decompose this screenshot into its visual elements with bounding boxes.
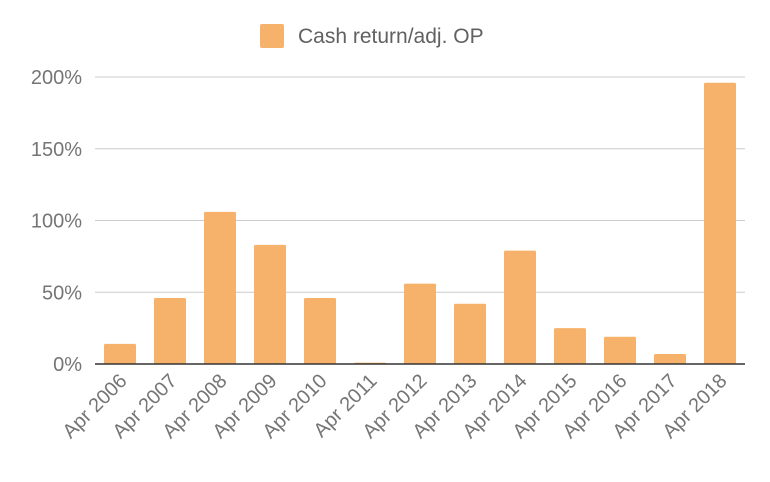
y-tick-label: 150% [31, 139, 82, 161]
y-tick-label: 200% [31, 67, 82, 89]
bar [254, 244, 286, 364]
legend-swatch [260, 24, 284, 48]
bar [404, 283, 436, 364]
bar [604, 336, 636, 364]
bar [104, 343, 136, 364]
bar [504, 250, 536, 364]
bar [704, 82, 736, 365]
gridlines [95, 76, 745, 293]
y-tick-label: 0% [53, 354, 82, 376]
y-tick-label: 100% [31, 211, 82, 233]
legend-label: Cash return/adj. OP [298, 25, 484, 48]
bar [204, 211, 236, 364]
bar [454, 303, 486, 364]
bars [104, 82, 736, 365]
bar [554, 328, 586, 364]
y-axis-ticks: 0% 50% 100% 150% 200% [31, 67, 82, 376]
legend: Cash return/adj. OP [260, 24, 484, 48]
bar [654, 353, 686, 364]
bar [154, 297, 186, 364]
y-tick-label: 50% [42, 282, 82, 304]
bar [304, 297, 336, 364]
